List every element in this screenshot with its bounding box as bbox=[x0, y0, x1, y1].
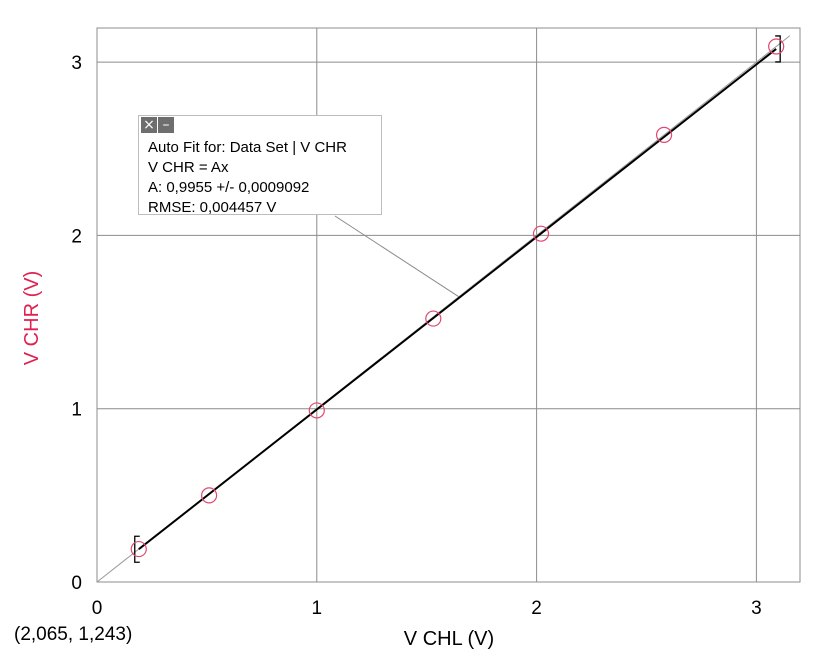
y-tick-label: 3 bbox=[71, 53, 82, 74]
x-axis-label: V CHL (V) bbox=[404, 628, 494, 650]
data-point bbox=[130, 540, 147, 558]
fit-parameter-a: A: 0,9955 +/- 0,0009092 bbox=[148, 179, 310, 196]
fit-range-brackets[interactable] bbox=[134, 35, 781, 563]
data-point bbox=[308, 402, 325, 419]
x-tick-label: 2 bbox=[531, 598, 542, 619]
data-point bbox=[768, 38, 785, 55]
x-tick-label: 1 bbox=[312, 598, 323, 619]
x-tick-label: 0 bbox=[92, 598, 103, 619]
y-tick-label: 0 bbox=[71, 573, 82, 594]
y-axis-label: V CHR (V) bbox=[21, 271, 43, 365]
fit-box-text: Auto Fit for: Data Set | V CHR V CHR = A… bbox=[148, 138, 347, 218]
auto-fit-info-box[interactable]: × – Auto Fit for: Data Set | V CHR V CHR… bbox=[138, 115, 382, 218]
close-icon[interactable]: × bbox=[141, 117, 157, 133]
data-point bbox=[655, 126, 673, 143]
x-tick-labels: 0 1 2 3 bbox=[92, 598, 762, 619]
fit-range-start-bracket[interactable] bbox=[134, 535, 140, 563]
fit-range-end-bracket[interactable] bbox=[775, 35, 781, 63]
y-tick-label: 2 bbox=[71, 226, 82, 247]
grid-lines bbox=[97, 28, 800, 582]
x-tick-label: 3 bbox=[751, 598, 762, 619]
data-points bbox=[130, 38, 785, 558]
y-tick-label: 1 bbox=[71, 400, 82, 421]
fit-box-title: Auto Fit for: Data Set | V CHR bbox=[148, 139, 347, 156]
cursor-coordinate-readout: (2,065, 1,243) bbox=[14, 624, 133, 645]
fit-box-controls: × – bbox=[141, 117, 174, 133]
data-point bbox=[532, 225, 550, 242]
fit-line[interactable] bbox=[138, 48, 777, 551]
fit-annotation-leader-line bbox=[334, 215, 460, 298]
fit-equation: V CHR = Ax bbox=[148, 159, 229, 176]
minimize-icon[interactable]: – bbox=[158, 117, 174, 133]
data-point bbox=[200, 487, 218, 504]
plot-frame bbox=[96, 27, 801, 583]
y-tick-labels: 0 1 2 3 bbox=[71, 53, 82, 594]
fit-rmse: RMSE: 0,004457 V bbox=[148, 199, 277, 216]
data-point bbox=[425, 310, 442, 327]
